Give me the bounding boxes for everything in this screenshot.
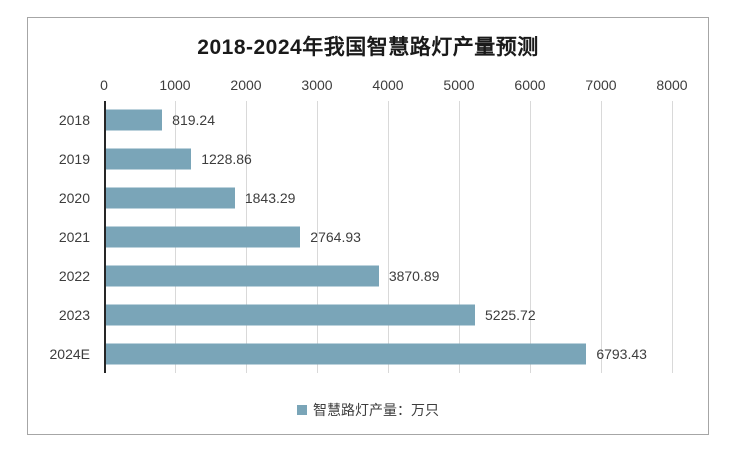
- bar: [104, 343, 587, 365]
- bar: [104, 109, 163, 131]
- bar: [104, 304, 476, 326]
- legend-label: 智慧路灯产量：万只: [313, 402, 439, 418]
- bar-row: 2021 2764.93: [59, 218, 672, 257]
- bar: [104, 187, 235, 209]
- x-tick-label: 0: [100, 77, 108, 93]
- y-axis-line: [104, 101, 106, 373]
- chart-frame: 2018-2024年我国智慧路灯产量预测 0 1000 2000 3000 4000 50…: [27, 17, 709, 435]
- bar-row: 2024E 6793.43: [50, 334, 672, 373]
- x-tick-label: 8000: [656, 77, 688, 93]
- bar-row: 2023 5225.72: [59, 295, 672, 334]
- x-tick-label: 4000: [372, 77, 404, 93]
- plot-area: 2018 819.24 2019 1228.86 2020 1843.29 2021 2764…: [50, 101, 673, 373]
- bar-row: 2018 819.24: [59, 101, 672, 140]
- x-tick-label: 3000: [301, 77, 333, 93]
- y-axis-category-label: 2021: [58, 228, 90, 245]
- gridline: [601, 101, 602, 373]
- gridline: [672, 101, 673, 373]
- bar: [104, 226, 301, 248]
- legend-square-icon: [297, 405, 307, 415]
- gridline: [459, 101, 460, 373]
- x-tick-label: 1000: [159, 77, 191, 93]
- bar-row: 2020 1843.29: [59, 179, 672, 218]
- bar-value-label: 2764.93: [310, 228, 361, 245]
- gridline: [530, 101, 531, 373]
- gridline: [388, 101, 389, 373]
- bar-value-label: 819.24: [172, 112, 215, 129]
- x-tick-label: 7000: [585, 77, 617, 93]
- gridline: [317, 101, 318, 373]
- y-axis-category-label: 2018: [58, 112, 90, 129]
- y-axis-category-label: 2019: [58, 151, 90, 168]
- x-axis: 0 1000 2000 3000 4000 5000 6000 7000 8000: [100, 77, 687, 95]
- bar-value-label: 1843.29: [244, 190, 296, 207]
- bar-value-label: 5225.72: [485, 306, 536, 323]
- y-axis-category-label: 2023: [58, 306, 90, 323]
- x-tick-label: 5000: [443, 77, 475, 93]
- legend: 智慧路灯产量：万只: [28, 400, 708, 420]
- bar-row: 2022 3870.89: [59, 256, 672, 295]
- bar-row: 2019 1228.86: [59, 140, 672, 179]
- y-axis-category-label: 2022: [58, 267, 90, 284]
- bar-value-label: 6793.43: [596, 345, 647, 362]
- bar: [104, 148, 192, 170]
- x-tick-label: 2000: [230, 77, 262, 93]
- bar-value-label: 1228.86: [201, 151, 252, 168]
- y-axis-category-label: 2020: [58, 190, 90, 207]
- bar-value-label: 3870.89: [388, 267, 440, 284]
- chart-title: 2018-2024年我国智慧路灯产量预测: [197, 36, 539, 59]
- x-tick-label: 6000: [514, 77, 546, 93]
- y-axis-category-label: 2024E: [49, 345, 90, 362]
- bar: [104, 265, 379, 287]
